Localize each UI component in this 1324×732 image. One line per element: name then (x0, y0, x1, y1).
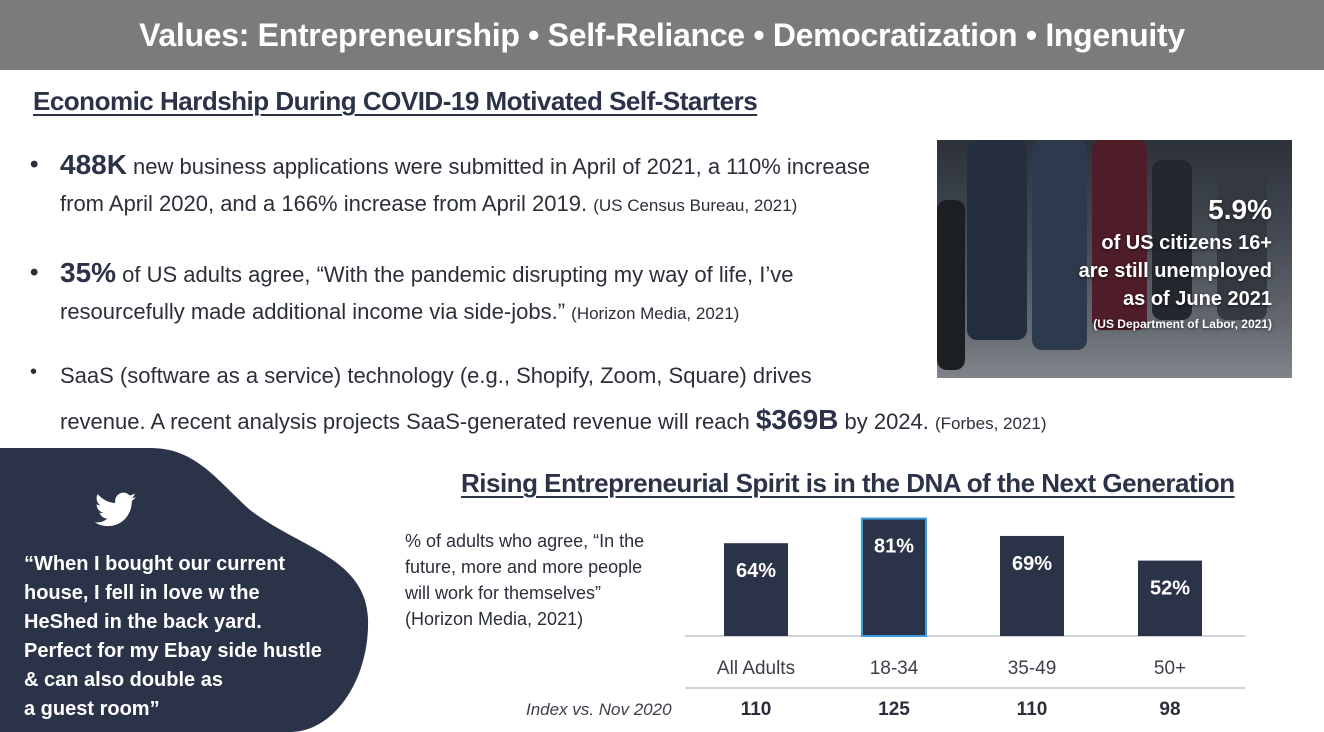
bullet-source: (US Census Bureau, 2021) (593, 196, 798, 215)
unemployment-percent: 5.9% (1208, 194, 1272, 225)
bullet-business-applications: • 488K new business applications were su… (30, 146, 930, 226)
quote-line: HeShed in the back yard. (24, 611, 262, 633)
bar (1138, 560, 1202, 636)
unemployment-text: are still unemployed (1078, 260, 1272, 282)
bullet-side-jobs: • 35% of US adults agree, “With the pand… (30, 254, 930, 334)
index-value: 98 (1159, 699, 1180, 720)
bullet-text: resourcefully made additional income via… (60, 299, 566, 324)
customer-quote: “When I bought our current house, I fell… (24, 550, 322, 724)
bullet-saas-revenue: • SaaS (software as a service) technolog… (30, 354, 1130, 435)
bullet-source: (Forbes, 2021) (935, 414, 1047, 433)
bar-value-label: 69% (1012, 553, 1052, 575)
twitter-bird-icon (95, 492, 137, 527)
unemployment-source: (US Department of Labor, 2021) (1093, 317, 1272, 331)
quote-blob (0, 448, 370, 732)
section-title-economic-hardship: Economic Hardship During COVID-19 Motiva… (33, 86, 758, 116)
bar-value-label: 81% (874, 536, 914, 558)
category-label: 18-34 (870, 658, 919, 679)
bullet-text: revenue. A recent analysis projects SaaS… (60, 409, 756, 434)
bullet-text: of US adults agree, “With the pandemic d… (116, 262, 794, 287)
chart-note-line: (Horizon Media, 2021) (405, 609, 584, 629)
section-title-next-generation: Rising Entrepreneurial Spirit is in the … (461, 468, 1235, 498)
bullet-dot: • (30, 361, 38, 383)
bullet-text: by 2024. (838, 409, 929, 434)
bullet-source: (Horizon Media, 2021) (571, 304, 740, 323)
entrepreneurial-bar-chart: 64% All Adults 110 81% 18-34 125 69% 35-49 110 52… (685, 517, 1245, 720)
bar-value-label: 52% (1150, 578, 1190, 600)
quote-line: & can also double as (24, 669, 223, 691)
quote-line: “When I bought our current (24, 553, 286, 575)
category-label: 50+ (1154, 658, 1186, 679)
quote-line: Perfect for my Ebay side hustle (24, 640, 322, 662)
values-banner: Values: Entrepreneurship • Self-Reliance… (0, 0, 1324, 70)
index-value: 110 (741, 699, 772, 720)
stat-highlight: 35% (60, 257, 117, 288)
bullet-text: new business applications were submitted… (126, 154, 871, 179)
bullet-text: from April 2020, and a 166% increase fro… (60, 191, 588, 216)
bullet-dot: • (30, 259, 39, 286)
chart-note: % of adults who agree, “In the future, m… (405, 528, 644, 632)
bullet-text: SaaS (software as a service) technology … (60, 363, 812, 388)
bar (724, 543, 788, 636)
chart-note-line: % of adults who agree, “In the (405, 531, 645, 551)
bar-value-label: 64% (736, 560, 776, 582)
index-value: 125 (878, 699, 910, 720)
category-label: All Adults (717, 658, 795, 679)
chart-note-line: will work for themselves” (405, 583, 602, 603)
stat-highlight: 488K (60, 149, 127, 180)
index-label: Index vs. Nov 2020 (526, 700, 672, 719)
index-value: 110 (1017, 699, 1048, 720)
bar (861, 517, 927, 637)
unemployment-photo: 5.9% of US citizens 16+ are still unempl… (937, 140, 1292, 378)
quote-line: house, I fell in love w the (24, 582, 260, 604)
unemployment-text: as of June 2021 (1123, 288, 1272, 310)
bullet-dot: • (30, 151, 39, 178)
bar (1000, 535, 1064, 636)
unemployment-text: of US citizens 16+ (1101, 232, 1272, 254)
chart-note-line: future, more and more people (405, 557, 643, 577)
quote-line: a guest room” (24, 698, 160, 720)
stat-highlight: $369B (755, 404, 839, 435)
category-label: 35-49 (1008, 658, 1057, 679)
